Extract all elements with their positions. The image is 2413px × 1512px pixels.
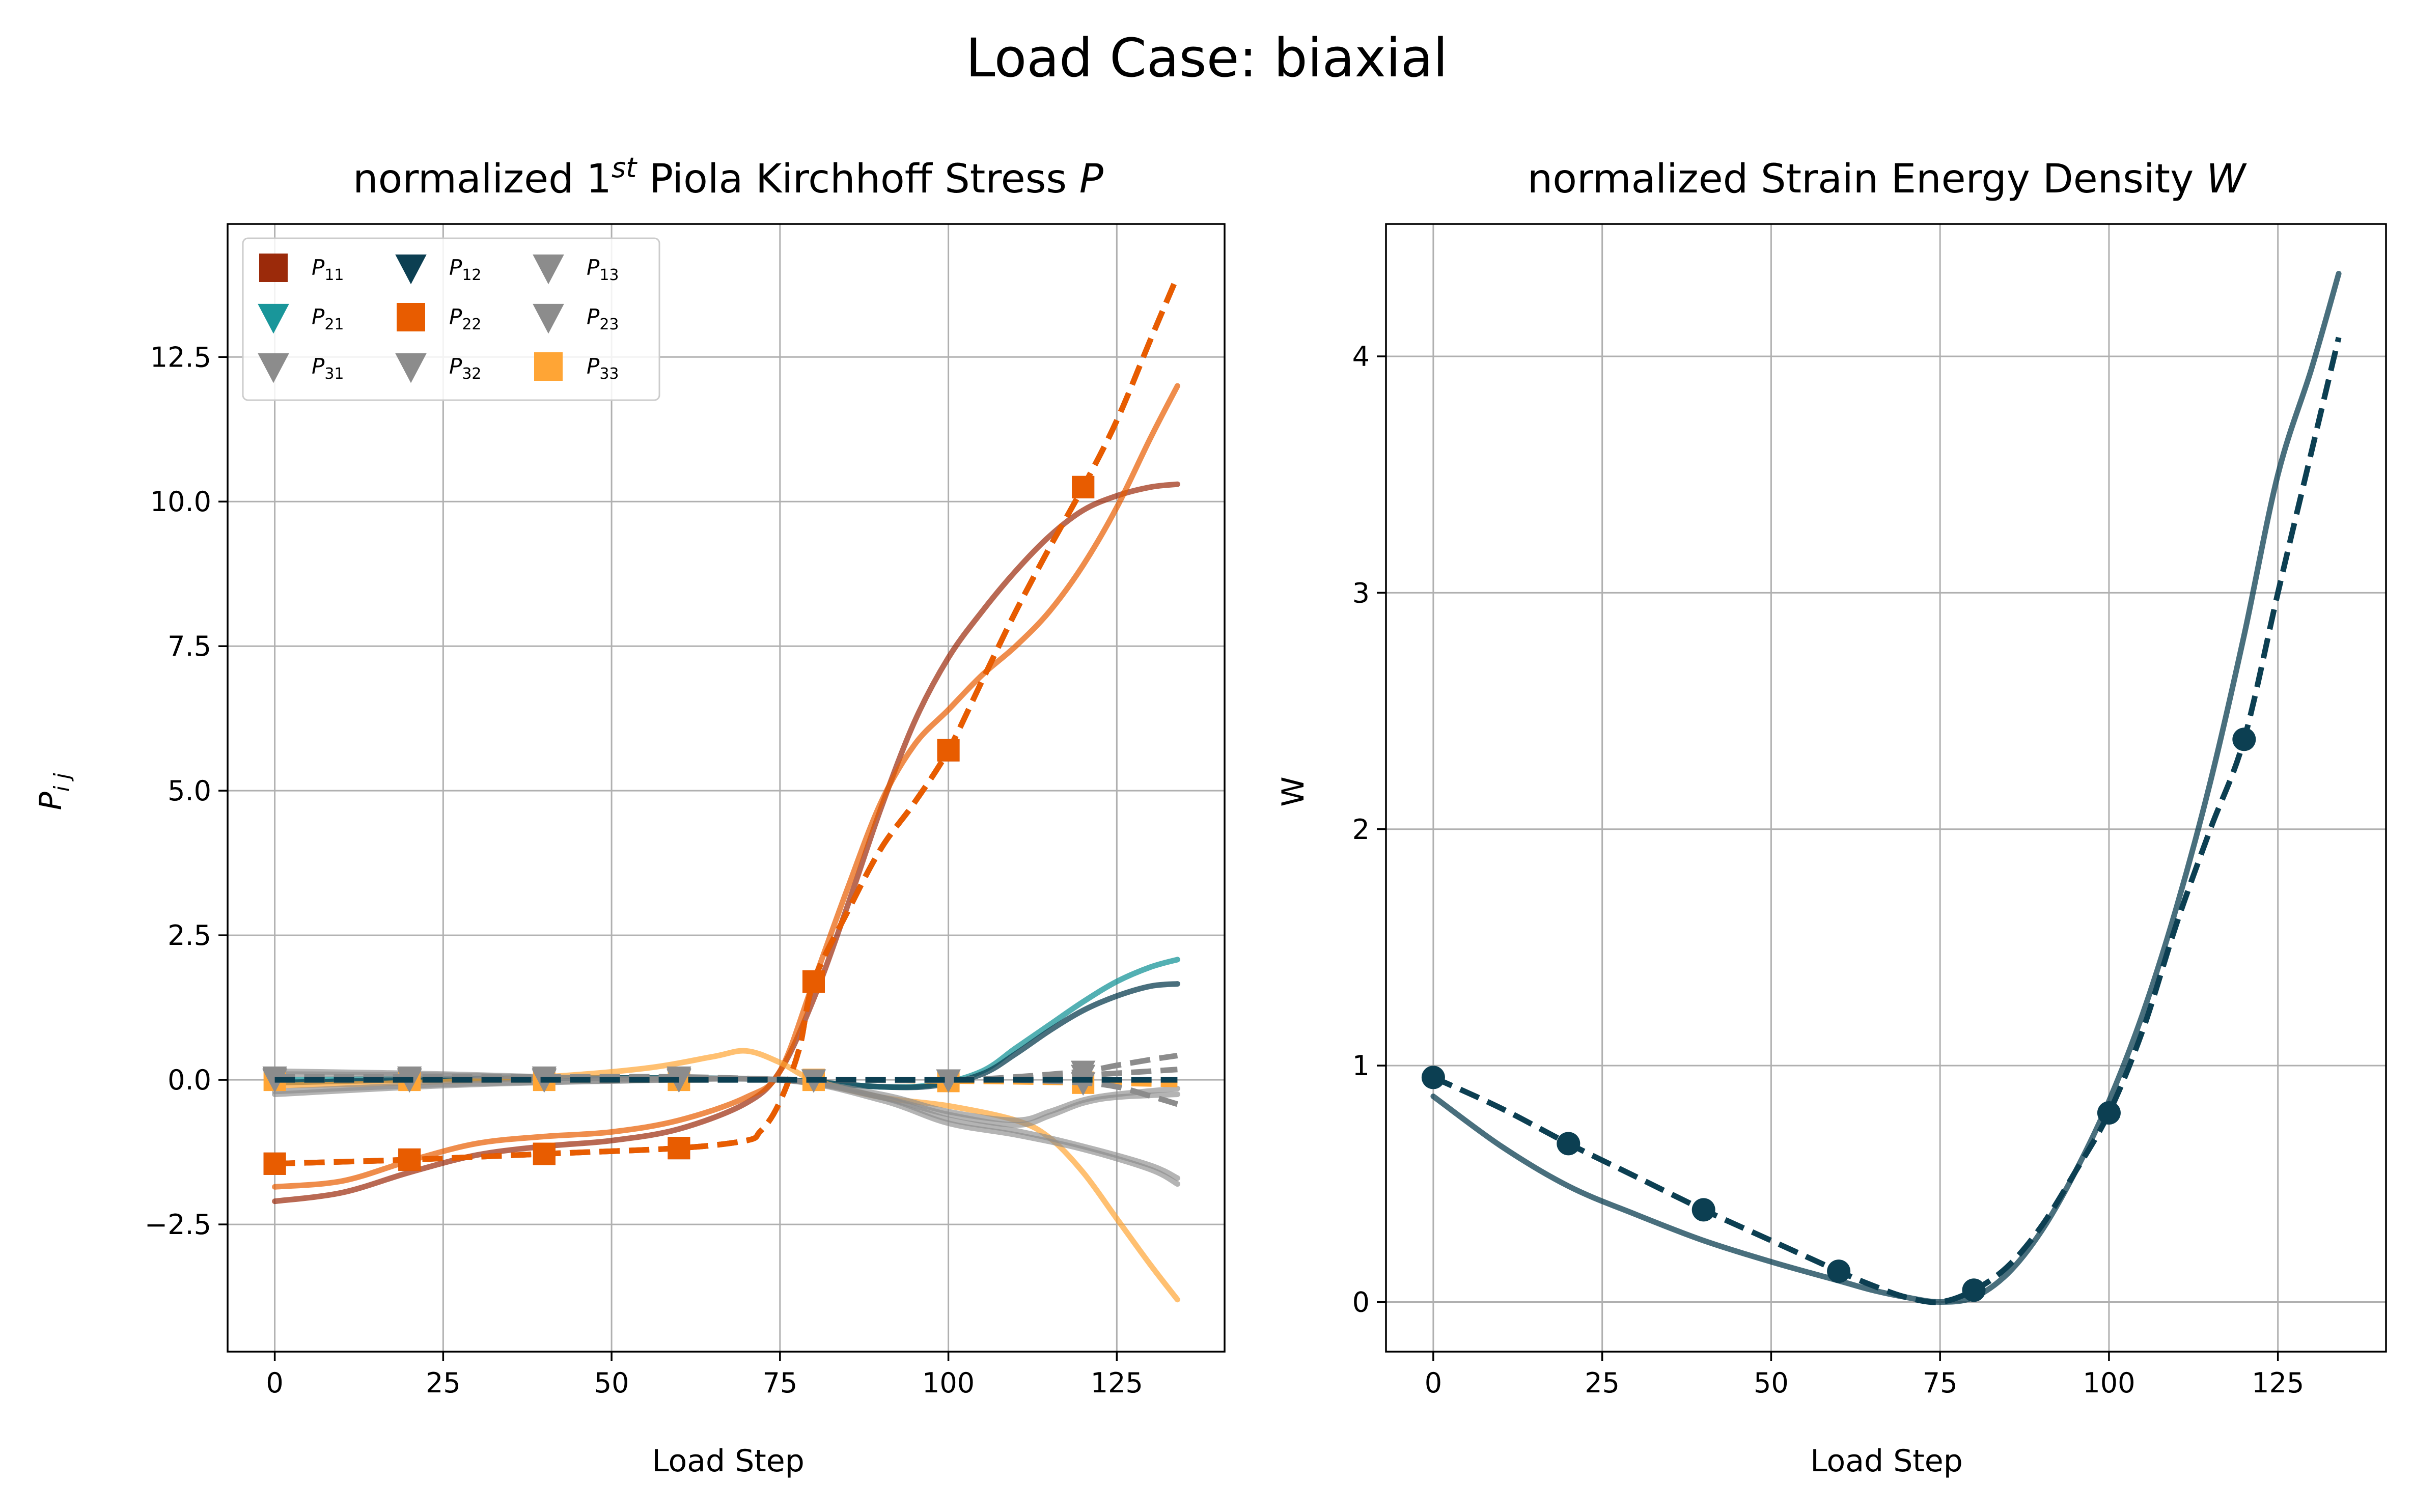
stress-y-tick-label: 12.5 (150, 341, 211, 373)
stress-y-axis-label: Pi j (33, 773, 74, 810)
energy-reference-marker (2232, 727, 2256, 751)
energy-ticks: 0 25 50 75 100 125 0 1 2 3 4 (1352, 341, 2305, 1399)
legend-marker-p12 (395, 254, 427, 285)
stress-x-tick-label: 0 (266, 1367, 283, 1399)
stress-y-tick-label: −2.5 (145, 1209, 211, 1241)
energy-panel: normalized Strain Energy Density W 0 25 50… (1275, 156, 2387, 1479)
stress-reference-marker (1070, 1065, 1096, 1088)
stress-title-symbol: P (1079, 156, 1103, 202)
energy-y-tick-label: 4 (1352, 341, 1370, 373)
energy-reference-line (1432, 337, 2342, 1305)
stress-y-tick-label: 2.5 (168, 919, 211, 951)
legend-label-p13: P13 (587, 255, 619, 284)
stress-x-tick-label: 100 (922, 1367, 975, 1399)
energy-reference-marker (1962, 1278, 1986, 1302)
stress-model-line (272, 383, 1180, 1190)
energy-reference-marker (1691, 1198, 1715, 1222)
stress-model-line (272, 1071, 1180, 1124)
energy-reference-marker (2097, 1101, 2121, 1125)
energy-title-prefix: normalized Strain Energy Density (1528, 156, 2206, 202)
stress-reference-marker (1072, 475, 1095, 498)
energy-axes-frame (1385, 223, 2387, 1353)
stress-reference-marker (937, 739, 960, 762)
stress-x-tick-label: 25 (426, 1367, 461, 1399)
legend-marker-p31 (258, 353, 289, 383)
stress-title-suffix: Piola Kirchhoff Stress (636, 156, 1079, 202)
energy-y-tick-label: 2 (1352, 814, 1370, 846)
legend-label-p12: P12 (449, 255, 482, 284)
energy-reference-marker (1421, 1066, 1445, 1089)
stress-reference-marker (533, 1142, 556, 1165)
stress-y-tick-label: 5.0 (168, 775, 211, 807)
stress-panel: normalized 1st Piola Kirchhoff Stress P … (33, 152, 1226, 1479)
energy-y-axis-label: W (1275, 776, 1311, 806)
energy-title-symbol: W (2206, 156, 2247, 202)
stress-y-tick-label: 0.0 (168, 1064, 211, 1096)
stress-reference-marker (668, 1137, 690, 1160)
legend-marker-p13 (533, 254, 564, 285)
legend-label-p32: P32 (449, 354, 482, 383)
legend-label-p23: P23 (587, 304, 619, 333)
stress-series (262, 275, 1180, 1303)
figure-title: Load Case: biaxial (966, 27, 1448, 89)
legend-label-p33: P33 (587, 354, 619, 383)
energy-x-tick-label: 75 (1923, 1367, 1958, 1399)
legend-marker-p11 (259, 254, 288, 282)
stress-reference-marker (802, 970, 825, 993)
stress-x-tick-label: 75 (762, 1367, 797, 1399)
energy-x-tick-label: 50 (1754, 1367, 1789, 1399)
stress-grid (228, 224, 1225, 1352)
legend-label-p21: P21 (312, 304, 344, 333)
stress-model-line (272, 481, 1180, 1205)
stress-panel-title: normalized 1st Piola Kirchhoff Stress P (353, 152, 1103, 202)
energy-series (1421, 271, 2342, 1305)
legend-marker-p22 (397, 303, 425, 331)
energy-y-tick-label: 0 (1352, 1286, 1370, 1318)
energy-y-tick-label: 3 (1352, 577, 1370, 609)
stress-x-tick-label: 50 (594, 1367, 629, 1399)
stress-title-sup: st (612, 152, 637, 184)
stress-ticks: 0 25 50 75 100 125 −2.5 0.0 2.5 5.0 7.5 10.0 12.5 (145, 341, 1143, 1399)
legend-label-p11: P11 (312, 255, 344, 284)
stress-legend: P11 P12 P13 P21 P22 P23 P31 P32 P33 (242, 237, 660, 401)
stress-y-tick-label: 10.0 (150, 486, 211, 518)
energy-reference-marker (1827, 1259, 1851, 1283)
energy-y-tick-label: 1 (1352, 1050, 1370, 1082)
stress-ylabel-sub: i j (49, 773, 74, 792)
stress-reference-marker (936, 1069, 961, 1093)
legend-label-p22: P22 (449, 304, 482, 333)
legend-marker-p23 (533, 303, 564, 334)
stress-y-tick-label: 7.5 (168, 630, 211, 662)
stress-reference-marker (398, 1148, 421, 1171)
energy-grid (1386, 224, 2386, 1352)
stress-x-axis-label: Load Step (652, 1443, 805, 1479)
stress-title-prefix: normalized 1 (353, 156, 612, 202)
legend-marker-p33 (534, 352, 563, 381)
stress-axes-frame (227, 223, 1226, 1353)
energy-x-tick-label: 25 (1585, 1367, 1620, 1399)
energy-x-axis-label: Load Step (1810, 1443, 1963, 1479)
stress-reference-marker (263, 1152, 286, 1175)
energy-x-tick-label: 0 (1425, 1367, 1442, 1399)
energy-x-tick-label: 125 (2252, 1367, 2304, 1399)
stress-reference-line (274, 275, 1180, 1167)
stress-x-tick-label: 125 (1091, 1367, 1143, 1399)
energy-model-line (1430, 271, 2342, 1305)
energy-panel-title: normalized Strain Energy Density W (1528, 156, 2247, 202)
energy-reference-marker (1557, 1132, 1580, 1156)
legend-label-p31: P31 (312, 354, 344, 383)
stress-ylabel-main: P (33, 791, 69, 810)
legend-marker-p32 (395, 353, 427, 383)
legend-marker-p21 (258, 303, 289, 334)
energy-x-tick-label: 100 (2083, 1367, 2135, 1399)
